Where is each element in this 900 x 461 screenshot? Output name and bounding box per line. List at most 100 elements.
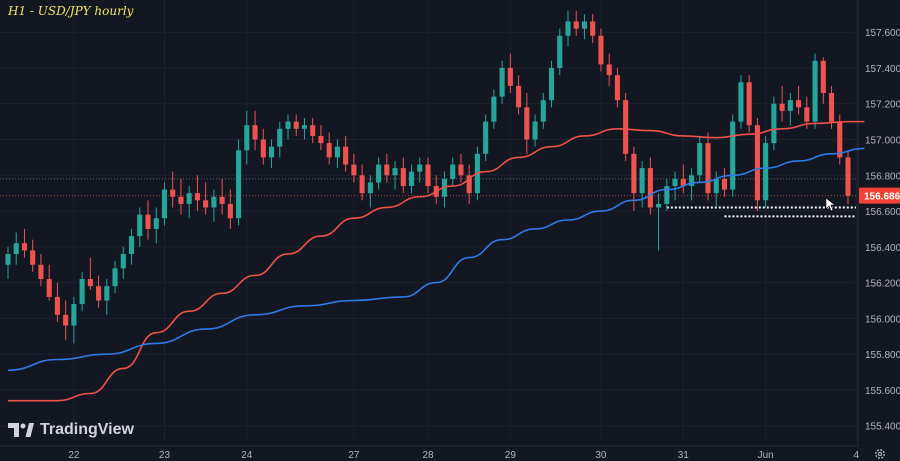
candle-body	[96, 286, 102, 301]
candle-body	[516, 85, 522, 108]
candle-body	[540, 100, 546, 122]
price-tick-label: 156.000	[865, 314, 900, 325]
candle-body	[236, 150, 242, 219]
candle-body	[211, 196, 217, 208]
candle-body	[145, 214, 151, 229]
candle-body	[450, 164, 456, 179]
candle-body	[499, 67, 505, 97]
candle-body	[581, 21, 588, 29]
last-price-badge-bg	[859, 187, 900, 204]
time-tick-label: 4	[853, 450, 859, 461]
candle-body	[30, 250, 36, 265]
candle-body	[606, 64, 612, 76]
tradingview-logo[interactable]: TradingView	[8, 421, 134, 439]
candle-body	[812, 60, 818, 122]
candle-body	[524, 107, 530, 140]
candle-body	[170, 189, 176, 197]
candle-body	[161, 189, 168, 219]
candle-body	[252, 125, 258, 140]
candle-body	[285, 121, 291, 129]
candle-body	[301, 125, 308, 129]
time-tick-label: Jun	[758, 450, 774, 461]
candle-body	[227, 203, 233, 219]
candle-body	[13, 243, 19, 254]
price-tick-label: 156.800	[865, 171, 900, 182]
candle-body	[688, 175, 695, 187]
candle-body	[532, 121, 538, 140]
tradingview-brand-name: TradingView	[40, 421, 134, 438]
candle-body	[351, 164, 357, 176]
moving-averages	[7, 120, 865, 402]
price-tick-label: 157.400	[865, 64, 900, 75]
price-axis[interactable]: 157.600 157.400 157.200 157.000 156.800 156.6…	[865, 28, 900, 432]
time-tick-label: 30	[595, 450, 607, 461]
candle-body	[343, 146, 349, 165]
candle-body	[565, 21, 571, 36]
candle-body	[623, 100, 629, 154]
candle-body	[845, 157, 851, 196]
candle-body	[310, 125, 316, 136]
settings-gear-icon[interactable]	[874, 448, 886, 460]
candle-body	[219, 196, 225, 204]
candle-body	[408, 171, 415, 187]
candle-body	[664, 186, 670, 204]
candle-body	[631, 153, 637, 194]
candle-body	[705, 143, 711, 194]
candle-body	[293, 121, 299, 129]
candle-body	[639, 168, 645, 194]
candle-body	[837, 121, 843, 158]
last-price-badge: 156.686	[859, 187, 900, 204]
price-tick-label: 156.600	[865, 207, 900, 218]
candle-body	[112, 268, 118, 287]
price-tick-label: 157.200	[865, 100, 900, 111]
candle-body	[491, 96, 497, 122]
candle-body	[367, 182, 373, 194]
time-tick-label: 23	[159, 450, 171, 461]
candle-body	[746, 82, 752, 126]
time-tick-label: 29	[505, 450, 517, 461]
support-levels	[666, 206, 856, 218]
time-tick-label: 28	[422, 450, 434, 461]
candle-body	[260, 139, 266, 158]
candle-body	[466, 175, 472, 194]
candle-body	[71, 304, 77, 326]
candle-body	[38, 264, 44, 280]
candle-body	[79, 279, 85, 305]
candle-body	[359, 175, 365, 194]
candle-body	[573, 21, 579, 29]
candle-body	[186, 193, 192, 204]
candles	[5, 10, 851, 344]
candle-body	[656, 203, 662, 208]
candle-body	[672, 178, 678, 187]
price-tick-label: 155.600	[865, 386, 900, 397]
candle-body	[46, 279, 52, 297]
candle-body	[713, 178, 719, 194]
candle-body	[730, 121, 736, 190]
candle-body	[590, 21, 596, 36]
tradingview-logo-icon	[8, 423, 34, 437]
candle-body	[647, 168, 653, 208]
candle-body	[483, 121, 489, 154]
candle-body	[384, 164, 390, 176]
candle-body	[763, 143, 769, 201]
candle-body	[721, 178, 728, 190]
candle-body	[137, 214, 143, 237]
candle-body	[738, 82, 744, 122]
price-tick-label: 155.400	[865, 422, 900, 433]
candle-body	[268, 146, 275, 158]
candle-body	[87, 279, 93, 287]
candle-body	[417, 164, 423, 172]
candle-body	[680, 178, 686, 187]
chart-title: H1 - USD/JPY hourly	[8, 4, 134, 18]
candle-body	[153, 218, 159, 229]
candle-body	[458, 164, 464, 176]
time-axis[interactable]: 22 23 24 27 28 29 30 31 Jun 4	[68, 450, 859, 461]
candle-body	[787, 100, 793, 111]
price-tick-label: 157.600	[865, 28, 900, 39]
candle-body	[754, 125, 760, 201]
price-tick-label: 157.000	[865, 136, 900, 147]
candle-body	[796, 100, 802, 108]
candle-body	[21, 243, 28, 251]
time-tick-label: 24	[241, 450, 253, 461]
